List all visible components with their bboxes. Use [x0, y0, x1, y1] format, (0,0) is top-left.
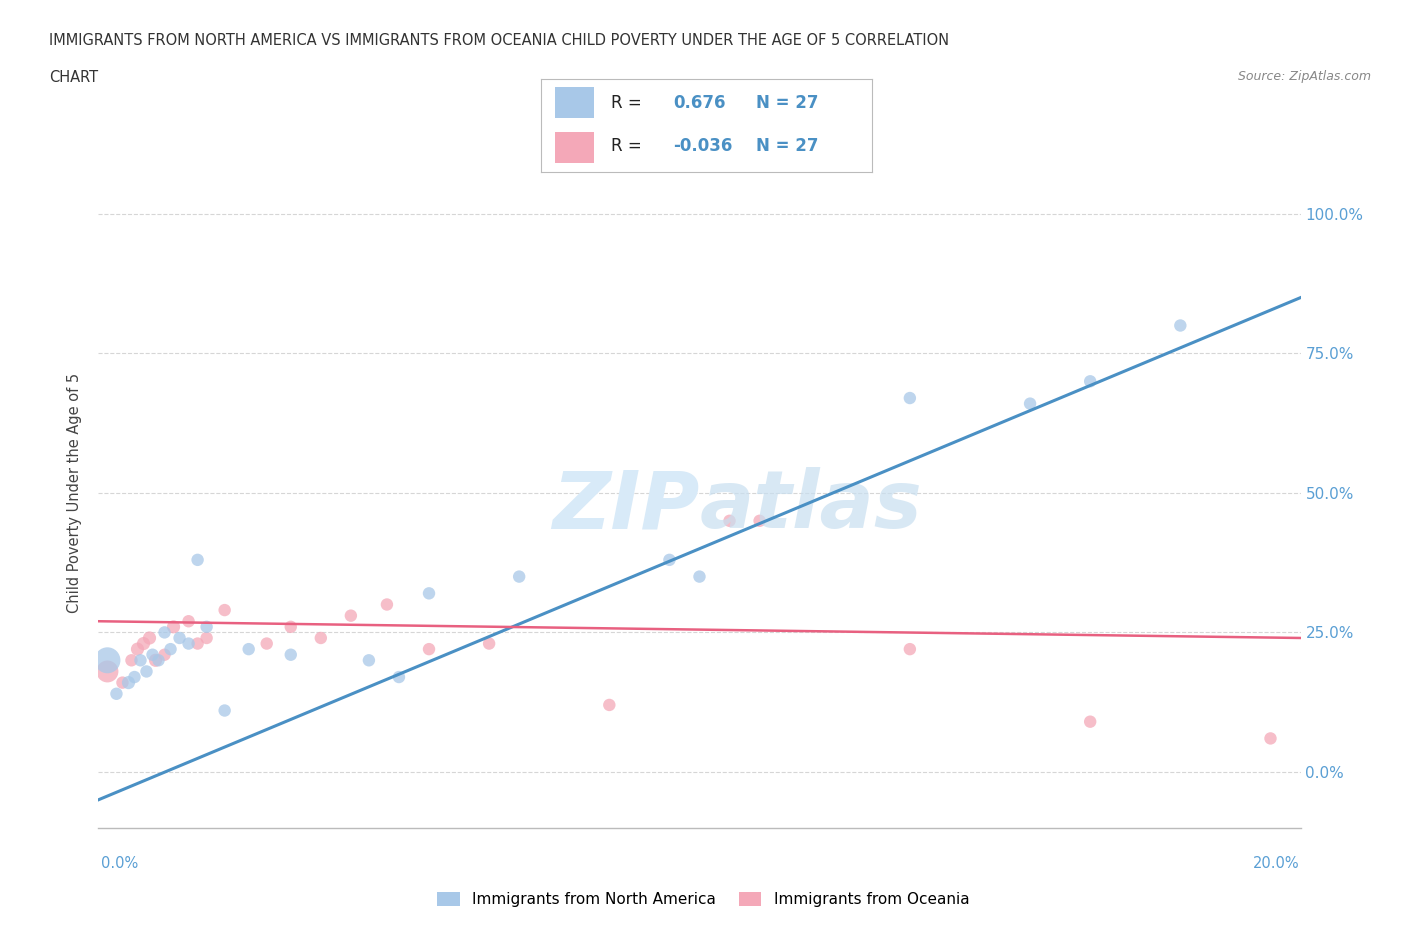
- Point: [748, 513, 770, 528]
- Point: [340, 608, 363, 623]
- Text: ZIP: ZIP: [553, 467, 700, 545]
- Point: [138, 631, 160, 645]
- Point: [280, 647, 302, 662]
- FancyBboxPatch shape: [554, 87, 595, 118]
- Point: [1260, 731, 1282, 746]
- Point: [658, 552, 681, 567]
- Point: [177, 614, 200, 629]
- Text: R =: R =: [610, 138, 647, 155]
- Point: [132, 636, 155, 651]
- Point: [238, 642, 260, 657]
- Point: [187, 552, 209, 567]
- Point: [187, 636, 209, 651]
- Point: [1170, 318, 1192, 333]
- Text: N = 27: N = 27: [756, 138, 818, 155]
- Point: [375, 597, 398, 612]
- FancyBboxPatch shape: [554, 132, 595, 163]
- Point: [121, 653, 143, 668]
- Point: [357, 653, 380, 668]
- Point: [117, 675, 139, 690]
- Point: [718, 513, 741, 528]
- Point: [96, 653, 118, 668]
- Point: [127, 642, 149, 657]
- Point: [598, 698, 620, 712]
- Point: [256, 636, 278, 651]
- Point: [214, 703, 236, 718]
- Point: [418, 586, 440, 601]
- Point: [111, 675, 134, 690]
- Point: [148, 653, 170, 668]
- Point: [96, 664, 118, 679]
- Text: R =: R =: [610, 94, 647, 112]
- Point: [1078, 714, 1101, 729]
- Point: [214, 603, 236, 618]
- Point: [153, 647, 176, 662]
- Point: [478, 636, 501, 651]
- Point: [388, 670, 411, 684]
- Text: N = 27: N = 27: [756, 94, 818, 112]
- Point: [1019, 396, 1042, 411]
- Text: 0.0%: 0.0%: [101, 856, 138, 870]
- Point: [195, 619, 218, 634]
- Point: [508, 569, 530, 584]
- Point: [898, 391, 921, 405]
- Point: [141, 647, 163, 662]
- Text: CHART: CHART: [49, 70, 98, 85]
- Point: [177, 636, 200, 651]
- Text: Source: ZipAtlas.com: Source: ZipAtlas.com: [1237, 70, 1371, 83]
- Legend: Immigrants from North America, Immigrants from Oceania: Immigrants from North America, Immigrant…: [430, 885, 976, 913]
- Text: IMMIGRANTS FROM NORTH AMERICA VS IMMIGRANTS FROM OCEANIA CHILD POVERTY UNDER THE: IMMIGRANTS FROM NORTH AMERICA VS IMMIGRA…: [49, 33, 949, 47]
- Text: 20.0%: 20.0%: [1253, 856, 1299, 870]
- Text: 0.676: 0.676: [673, 94, 725, 112]
- Point: [280, 619, 302, 634]
- Point: [1078, 374, 1101, 389]
- Point: [689, 569, 711, 584]
- Point: [159, 642, 181, 657]
- Point: [135, 664, 157, 679]
- Point: [153, 625, 176, 640]
- Y-axis label: Child Poverty Under the Age of 5: Child Poverty Under the Age of 5: [67, 373, 83, 613]
- Point: [418, 642, 440, 657]
- Text: atlas: atlas: [700, 467, 922, 545]
- Point: [898, 642, 921, 657]
- Point: [129, 653, 152, 668]
- Point: [195, 631, 218, 645]
- Point: [162, 619, 184, 634]
- Text: -0.036: -0.036: [673, 138, 733, 155]
- Point: [124, 670, 146, 684]
- Point: [309, 631, 332, 645]
- Point: [169, 631, 191, 645]
- Point: [145, 653, 167, 668]
- Point: [105, 686, 128, 701]
